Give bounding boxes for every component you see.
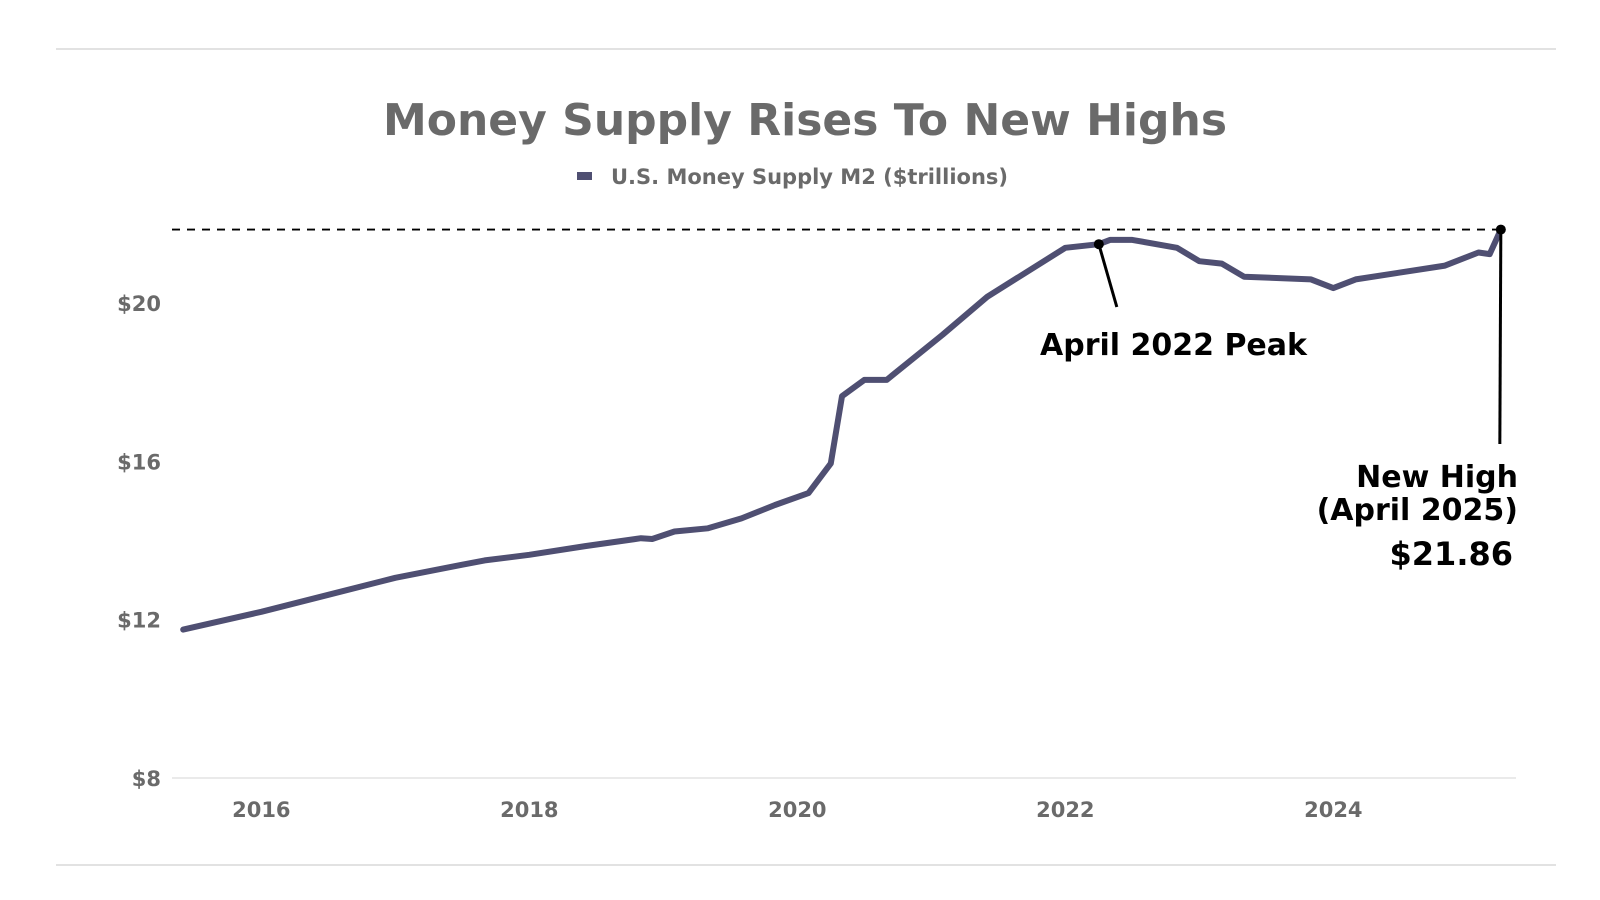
new-high-label-line1: New High — [1356, 460, 1518, 495]
y-tick-label: $20 — [117, 292, 161, 316]
x-tick-label: 2016 — [232, 798, 290, 822]
x-tick-label: 2018 — [500, 798, 558, 822]
new-high-value: $21.86 — [1390, 535, 1513, 573]
legend: U.S. Money Supply M2 ($trillions) — [577, 165, 1008, 189]
legend-label: U.S. Money Supply M2 ($trillions) — [611, 165, 1008, 189]
annotation-peak: April 2022 Peak — [1040, 239, 1308, 363]
peak-label: April 2022 Peak — [1040, 328, 1308, 363]
legend-swatch — [577, 172, 592, 180]
annotation-new-high: New High (April 2025) $21.86 — [1317, 224, 1518, 573]
peak-leader-line — [1097, 243, 1119, 308]
y-tick-label: $8 — [132, 767, 161, 791]
new-high-label-line2: (April 2025) — [1317, 493, 1518, 528]
y-axis: $8 $12 $16 $20 — [117, 292, 161, 791]
chart-title: Money Supply Rises To New Highs — [383, 95, 1227, 146]
y-tick-label: $12 — [117, 609, 161, 633]
m2-series-line — [180, 226, 1504, 633]
x-tick-label: 2022 — [1036, 798, 1094, 822]
x-tick-label: 2024 — [1304, 798, 1362, 822]
new-high-leader-line — [1498, 229, 1503, 445]
x-tick-label: 2020 — [768, 798, 826, 822]
peak-marker — [1093, 239, 1104, 250]
y-tick-label: $16 — [117, 450, 161, 474]
new-high-marker — [1495, 224, 1506, 235]
x-axis: 2016 2018 2020 2022 2024 — [232, 798, 1362, 822]
